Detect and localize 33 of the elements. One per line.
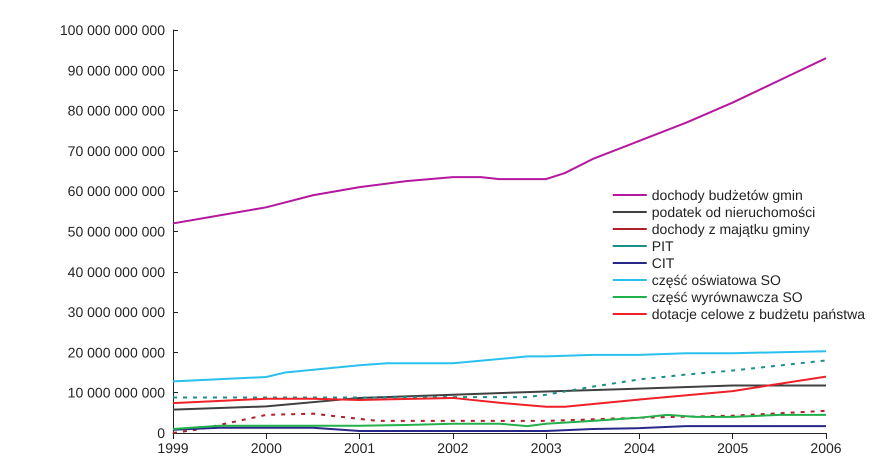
legend-label: PIT <box>652 238 674 254</box>
x-tick-label: 2001 <box>344 440 376 456</box>
x-tick-label: 1999 <box>157 440 189 456</box>
x-tick-label: 2002 <box>437 440 469 456</box>
x-tick-label: 2000 <box>250 440 282 456</box>
line-series <box>172 350 827 382</box>
y-tick-label: 90 000 000 000 <box>68 62 166 78</box>
x-tick-label: 2005 <box>717 440 748 456</box>
y-tick-label: 50 000 000 000 <box>68 224 166 240</box>
legend-label: dochody budżetów gmin <box>652 187 803 203</box>
x-tick-label: 2003 <box>530 440 562 456</box>
y-tick-label: 60 000 000 000 <box>68 183 166 200</box>
legend-label: dochody z majątku gminy <box>652 221 810 237</box>
legend-label: część wyrównawcza SO <box>652 289 803 305</box>
x-tick-label: 2004 <box>624 440 656 456</box>
y-tick-label: 80 000 000 000 <box>68 102 166 119</box>
x-tick-label: 2006 <box>810 440 842 456</box>
y-tick-label: 30 000 000 000 <box>68 304 166 320</box>
y-tick-label: 40 000 000 000 <box>68 264 166 280</box>
legend-label: podatek od nieruchomości <box>652 204 816 220</box>
line-series <box>172 359 827 399</box>
line-series <box>172 384 827 411</box>
y-tick-label: 10 000 000 000 <box>68 384 166 401</box>
y-tick-label: 20 000 000 000 <box>68 344 166 360</box>
line-series <box>172 376 827 408</box>
legend-label: dotacje celowe z budżetu państwa <box>652 306 866 322</box>
line-series <box>172 414 827 430</box>
y-tick-label: 100 000 000 000 <box>60 22 166 38</box>
y-tick-label: 0 <box>157 425 166 441</box>
legend-label: część oświatowa SO <box>652 272 782 288</box>
y-tick-label: 70 000 000 000 <box>68 142 166 159</box>
line-series <box>172 57 827 224</box>
legend-label: CIT <box>652 255 675 271</box>
